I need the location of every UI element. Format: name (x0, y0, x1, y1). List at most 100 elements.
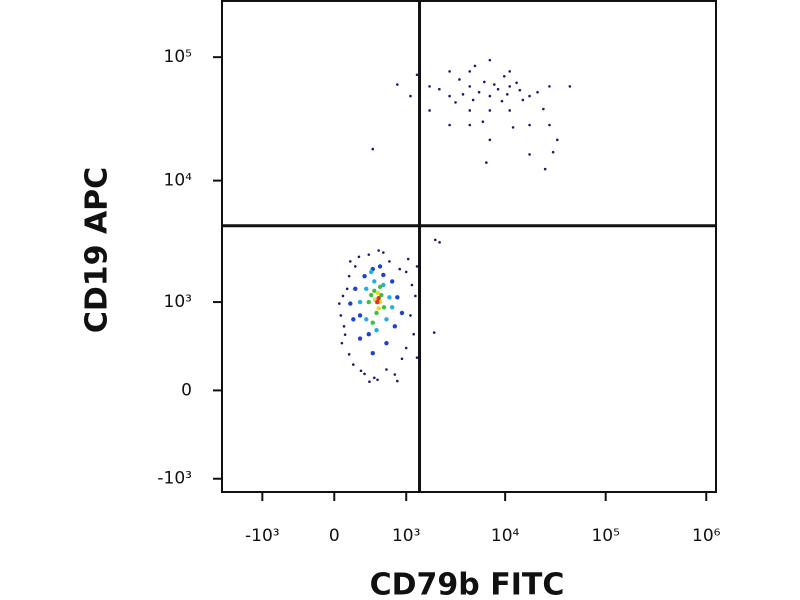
event-dot (428, 109, 431, 112)
x-tick-label: 0 (329, 526, 340, 546)
event-dot (500, 99, 504, 103)
event-dot (438, 241, 441, 244)
event-dot (371, 147, 375, 151)
event-dot (372, 376, 376, 380)
event-dot (404, 270, 408, 274)
event-dot (379, 292, 384, 298)
event-dot (363, 372, 366, 376)
event-dot (370, 351, 375, 356)
event-dot (481, 120, 485, 124)
event-dot (374, 310, 379, 316)
event-dot (536, 90, 539, 94)
event-dot (518, 88, 522, 92)
event-dot (384, 340, 389, 346)
event-dot (343, 333, 347, 336)
event-dot (448, 70, 451, 73)
event-dot (353, 265, 357, 268)
event-dot (369, 292, 374, 298)
event-dot (353, 286, 358, 292)
event-dot (488, 94, 492, 98)
event-dot (369, 269, 374, 275)
event-dot (468, 109, 472, 112)
y-tick-label: 10⁴ (164, 171, 193, 191)
event-dot (368, 380, 371, 384)
event-dot (511, 126, 515, 129)
event-dot (384, 317, 389, 322)
event-dot (348, 301, 353, 306)
event-dot (381, 282, 386, 288)
event-dot (415, 356, 419, 359)
event-dot (337, 302, 341, 305)
event-dot (376, 306, 381, 311)
event-dot (357, 255, 361, 259)
event-dot (496, 87, 500, 91)
event-dot (448, 123, 451, 127)
plot-frame (221, 0, 717, 493)
event-dot (382, 251, 385, 254)
event-dot (377, 249, 380, 252)
event-dot (399, 310, 405, 316)
event-dot (376, 378, 379, 382)
y-tick-label: -10³ (157, 469, 192, 489)
event-dot (505, 93, 509, 96)
event-dot (415, 73, 419, 77)
event-dot (364, 286, 369, 292)
event-dot (357, 336, 363, 341)
event-dot (396, 83, 399, 86)
event-dot (362, 273, 367, 279)
event-dot (388, 260, 391, 263)
event-dot (415, 265, 419, 268)
x-tick-label: 10³ (392, 526, 420, 546)
event-dot (347, 353, 351, 356)
event-dot (473, 64, 477, 68)
event-dot (367, 253, 371, 256)
event-dot (406, 257, 410, 261)
event-dot (341, 294, 345, 298)
event-dot (568, 85, 572, 88)
event-dot (396, 379, 399, 383)
event-dot (366, 332, 371, 337)
event-dot (477, 90, 481, 94)
event-dot (548, 85, 551, 88)
event-dot (340, 341, 344, 345)
event-dot (551, 150, 555, 154)
x-tick-label: -10³ (245, 526, 280, 546)
event-dot (468, 85, 472, 88)
event-dot (375, 299, 380, 305)
event-dot (528, 123, 531, 127)
x-tick-label: 10⁴ (491, 526, 520, 546)
event-dot (433, 238, 437, 242)
event-dot (381, 305, 387, 310)
event-dot (543, 167, 547, 171)
event-dot (488, 58, 492, 62)
event-dot (555, 138, 559, 142)
event-dot (381, 272, 386, 278)
event-dot (376, 296, 381, 301)
event-dot (400, 357, 404, 361)
event-dot (493, 83, 496, 86)
event-dot (409, 94, 412, 98)
event-dot (377, 284, 383, 290)
y-tick-label: 10³ (164, 292, 192, 312)
event-dot (515, 81, 518, 85)
x-tick-label: 10⁶ (692, 526, 721, 546)
event-dot (471, 98, 475, 102)
event-dot (432, 331, 436, 334)
event-dot (392, 324, 398, 329)
event-dot (521, 98, 525, 102)
event-dot (528, 153, 531, 156)
event-dot (348, 260, 352, 263)
event-dot (395, 295, 400, 300)
event-dot (454, 101, 457, 104)
event-dot (398, 267, 402, 271)
event-dot (372, 288, 377, 294)
event-dot (359, 369, 363, 373)
event-dot (508, 85, 512, 88)
y-axis-title: CD19 APC (80, 167, 115, 333)
event-dot (357, 299, 363, 305)
event-dot (409, 314, 412, 317)
event-dot (458, 78, 461, 81)
event-dot (387, 295, 392, 300)
event-dot (375, 290, 381, 296)
